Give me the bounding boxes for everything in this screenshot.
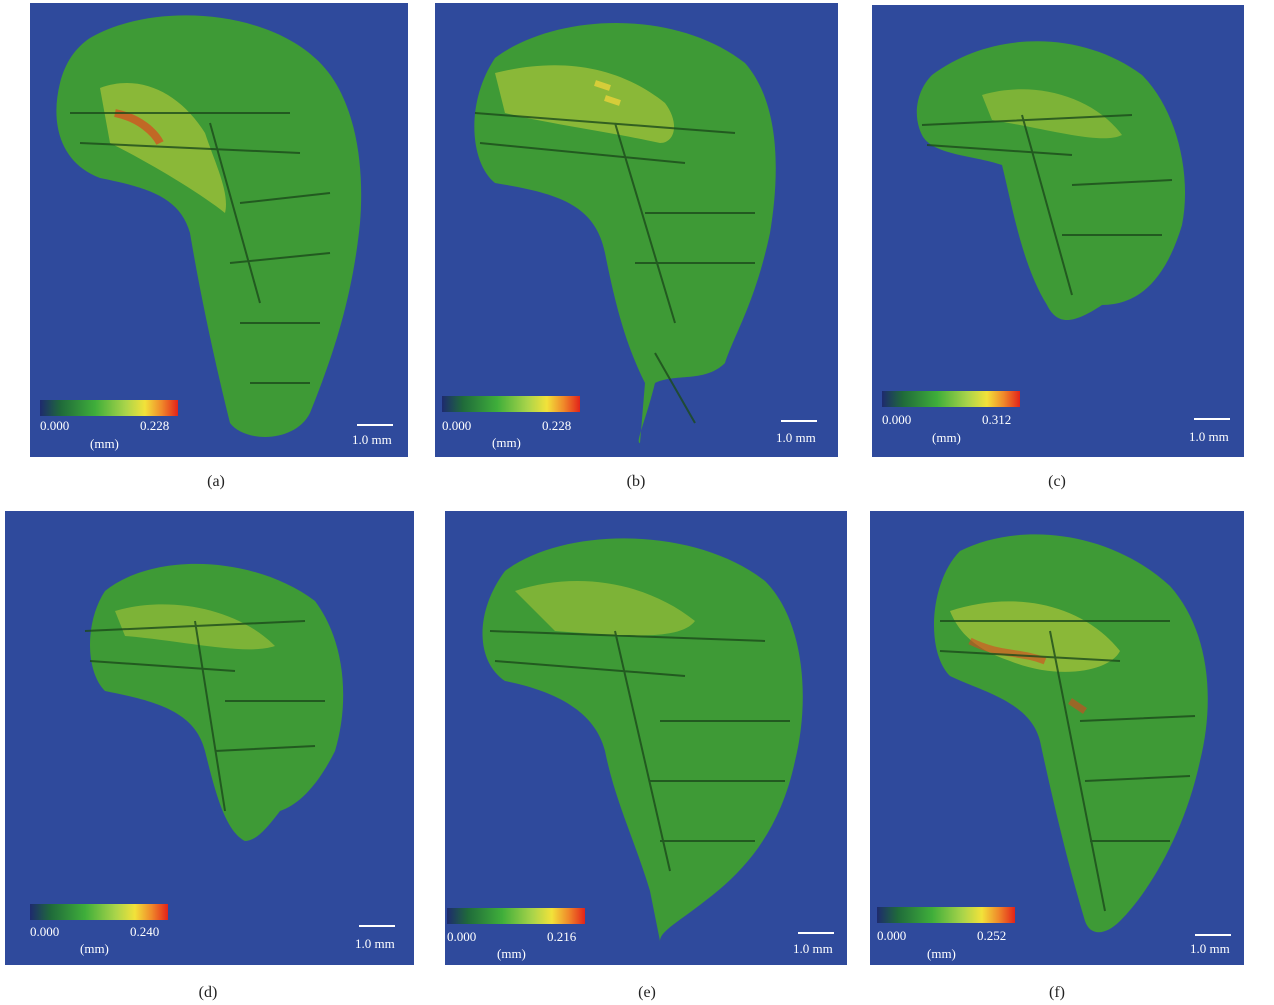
scale-bar-label: 1.0 mm — [776, 430, 816, 445]
bone-specimen-image — [916, 41, 1186, 320]
bone-specimen-image — [482, 538, 803, 941]
colorbar-max-label: 0.240 — [130, 924, 160, 939]
colorbar — [30, 904, 168, 920]
panel-caption-b: (b) — [626, 473, 646, 490]
scale-bar-label: 1.0 mm — [793, 941, 833, 956]
colorbar-max-label: 0.228 — [542, 418, 572, 433]
colorbar — [882, 391, 1020, 407]
colorbar-unit-label: (mm) — [927, 946, 956, 961]
panel-c: 0.000 0.312 (mm) 1.0 mm — [872, 5, 1244, 457]
panel-caption-d: (d) — [198, 984, 218, 1001]
colorbar-unit-label: (mm) — [90, 436, 119, 451]
scale-bar — [781, 420, 817, 422]
colorbar-unit-label: (mm) — [80, 941, 109, 956]
colorbar-max-label: 0.228 — [140, 418, 170, 433]
bone-specimen-image — [474, 23, 776, 443]
colorbar — [442, 396, 580, 412]
colorbar-unit-label: (mm) — [932, 430, 961, 445]
colorbar-min-label: 0.000 — [30, 924, 60, 939]
colorbar — [877, 907, 1015, 923]
panel-a: 0.000 0.228 (mm) 1.0 mm — [30, 3, 408, 457]
panel-e: 0.000 0.216 (mm) 1.0 mm — [445, 511, 847, 965]
panel-b: 0.000 0.228 (mm) 1.0 mm — [435, 3, 838, 457]
scale-bar — [359, 925, 395, 927]
colorbar-min-label: 0.000 — [40, 418, 70, 433]
scale-bar — [1195, 934, 1231, 936]
bone-specimen-image — [933, 534, 1208, 933]
colorbar-max-label: 0.252 — [977, 928, 1007, 943]
bone-specimen-image — [84, 563, 344, 841]
panel-f: 0.000 0.252 (mm) 1.0 mm — [870, 511, 1244, 965]
panel-caption-f: (f) — [1049, 984, 1065, 1001]
panel-caption-c: (c) — [1048, 473, 1066, 490]
colorbar-unit-label: (mm) — [497, 946, 526, 961]
scale-bar — [798, 932, 834, 934]
bone-specimen-image — [56, 15, 362, 437]
colorbar — [40, 400, 178, 416]
scale-bar-label: 1.0 mm — [1189, 429, 1229, 444]
scale-bar-label: 1.0 mm — [355, 936, 395, 951]
colorbar-min-label: 0.000 — [882, 412, 912, 427]
colorbar-unit-label: (mm) — [492, 435, 521, 450]
colorbar-min-label: 0.000 — [877, 928, 907, 943]
panel-caption-a: (a) — [207, 473, 225, 490]
colorbar — [447, 908, 585, 924]
colorbar-max-label: 0.216 — [547, 929, 577, 944]
scale-bar — [1194, 418, 1230, 420]
panel-caption-e: (e) — [638, 984, 656, 1001]
panel-d: 0.000 0.240 (mm) 1.0 mm — [5, 511, 414, 965]
colorbar-min-label: 0.000 — [447, 929, 477, 944]
scale-bar — [357, 424, 393, 426]
colorbar-max-label: 0.312 — [982, 412, 1012, 427]
colorbar-min-label: 0.000 — [442, 418, 472, 433]
scale-bar-label: 1.0 mm — [1190, 941, 1230, 956]
scale-bar-label: 1.0 mm — [352, 432, 392, 447]
